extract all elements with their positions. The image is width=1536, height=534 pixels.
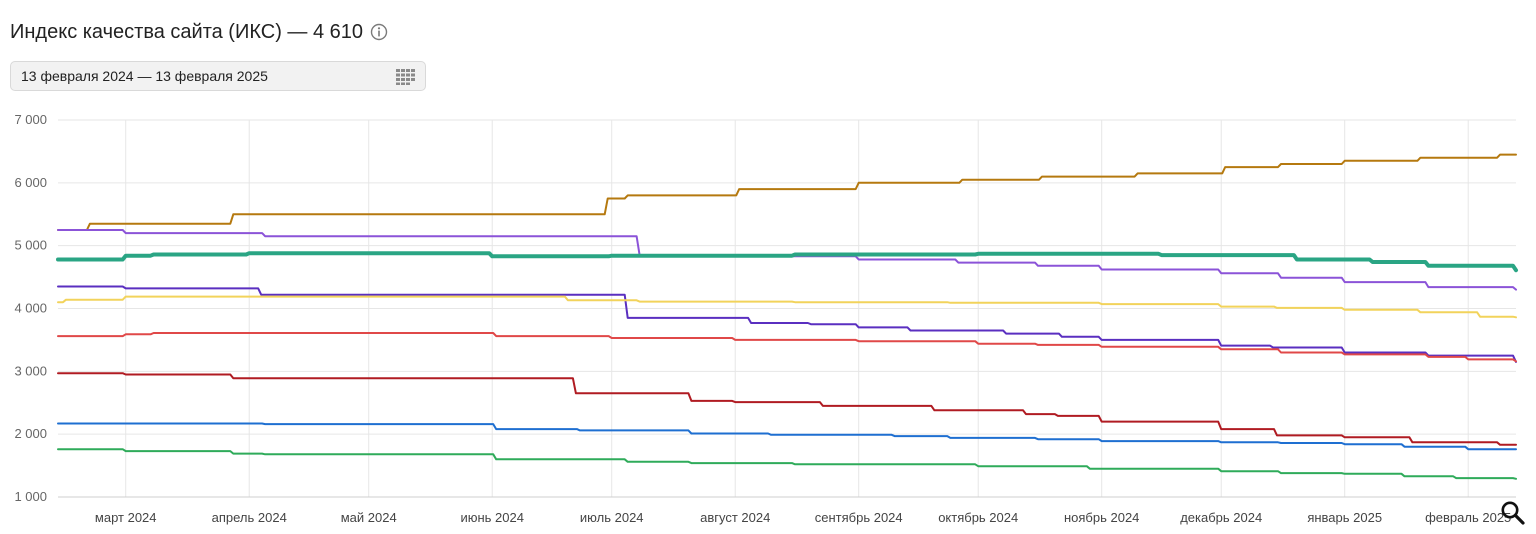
x-tick-label: ноябрь 2024 [1064, 510, 1139, 525]
y-tick-label: 2 000 [14, 426, 47, 441]
date-range-picker[interactable]: 13 февраля 2024 — 13 февраля 2025 [10, 61, 426, 91]
info-icon[interactable] [370, 23, 388, 41]
x-tick-label: сентябрь 2024 [815, 510, 903, 525]
x-tick-label: октябрь 2024 [938, 510, 1018, 525]
series-line-4 [57, 285, 1517, 363]
x-tick-label: апрель 2024 [212, 510, 287, 525]
x-tick-label: декабрь 2024 [1180, 510, 1262, 525]
series-line-2 [57, 229, 1517, 291]
y-tick-label: 4 000 [14, 301, 47, 316]
x-tick-label: май 2024 [341, 510, 397, 525]
series-line-1 [57, 153, 1517, 231]
series-line-8 [57, 422, 1517, 451]
page-title: Индекс качества сайта (ИКС) — 4 610 [10, 20, 364, 43]
series-line-9 [57, 448, 1517, 480]
y-tick-label: 3 000 [14, 363, 47, 378]
y-tick-label: 1 000 [14, 489, 47, 504]
search-icon[interactable] [1500, 500, 1526, 531]
calendar-grid-icon[interactable] [396, 69, 416, 90]
series-line-6 [57, 332, 1517, 363]
x-tick-label: январь 2025 [1307, 510, 1382, 525]
y-tick-label: 7 000 [14, 112, 47, 127]
series-line-7 [57, 372, 1517, 446]
series-line-3 [56, 251, 1518, 273]
date-range-label: 13 февраля 2024 — 13 февраля 2025 [21, 68, 268, 84]
x-tick-label: август 2024 [700, 510, 770, 525]
x-tick-label: февраль 2025 [1425, 510, 1511, 525]
series-line-5 [57, 295, 1517, 319]
x-tick-label: июль 2024 [580, 510, 644, 525]
x-tick-label: март 2024 [95, 510, 157, 525]
y-tick-label: 6 000 [14, 175, 47, 190]
iks-line-chart: 1 000 2 000 3 000 4 000 5 000 6 000 7 000 март … [14, 112, 1518, 525]
page-header: Индекс качества сайта (ИКС) — 4 610 [10, 18, 388, 46]
x-tick-label: июнь 2024 [460, 510, 524, 525]
y-tick-label: 5 000 [14, 238, 47, 253]
